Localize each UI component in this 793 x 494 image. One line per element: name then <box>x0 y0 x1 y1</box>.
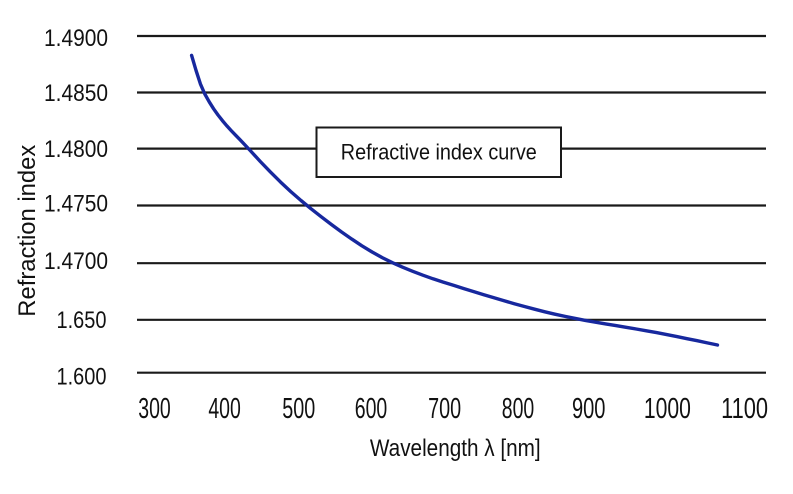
svg-text:800: 800 <box>502 393 535 425</box>
svg-text:1.4850: 1.4850 <box>44 80 108 107</box>
svg-text:1.4700: 1.4700 <box>44 248 108 275</box>
svg-text:300: 300 <box>138 393 171 425</box>
svg-text:500: 500 <box>282 393 315 425</box>
svg-text:1.4900: 1.4900 <box>44 25 108 52</box>
svg-text:Wavelength λ [nm]: Wavelength λ [nm] <box>370 435 541 462</box>
svg-text:600: 600 <box>355 393 388 425</box>
svg-text:1100: 1100 <box>721 393 768 425</box>
svg-text:700: 700 <box>428 393 461 425</box>
svg-text:Refraction index: Refraction index <box>14 145 41 317</box>
svg-text:1.650: 1.650 <box>57 307 107 334</box>
svg-text:1.600: 1.600 <box>57 363 107 390</box>
svg-text:1000: 1000 <box>644 393 691 425</box>
svg-text:1.4800: 1.4800 <box>44 136 108 163</box>
svg-text:1.4750: 1.4750 <box>44 191 108 218</box>
svg-text:400: 400 <box>208 393 241 425</box>
svg-text:Refractive index curve: Refractive index curve <box>341 140 537 165</box>
svg-text:900: 900 <box>572 393 606 425</box>
